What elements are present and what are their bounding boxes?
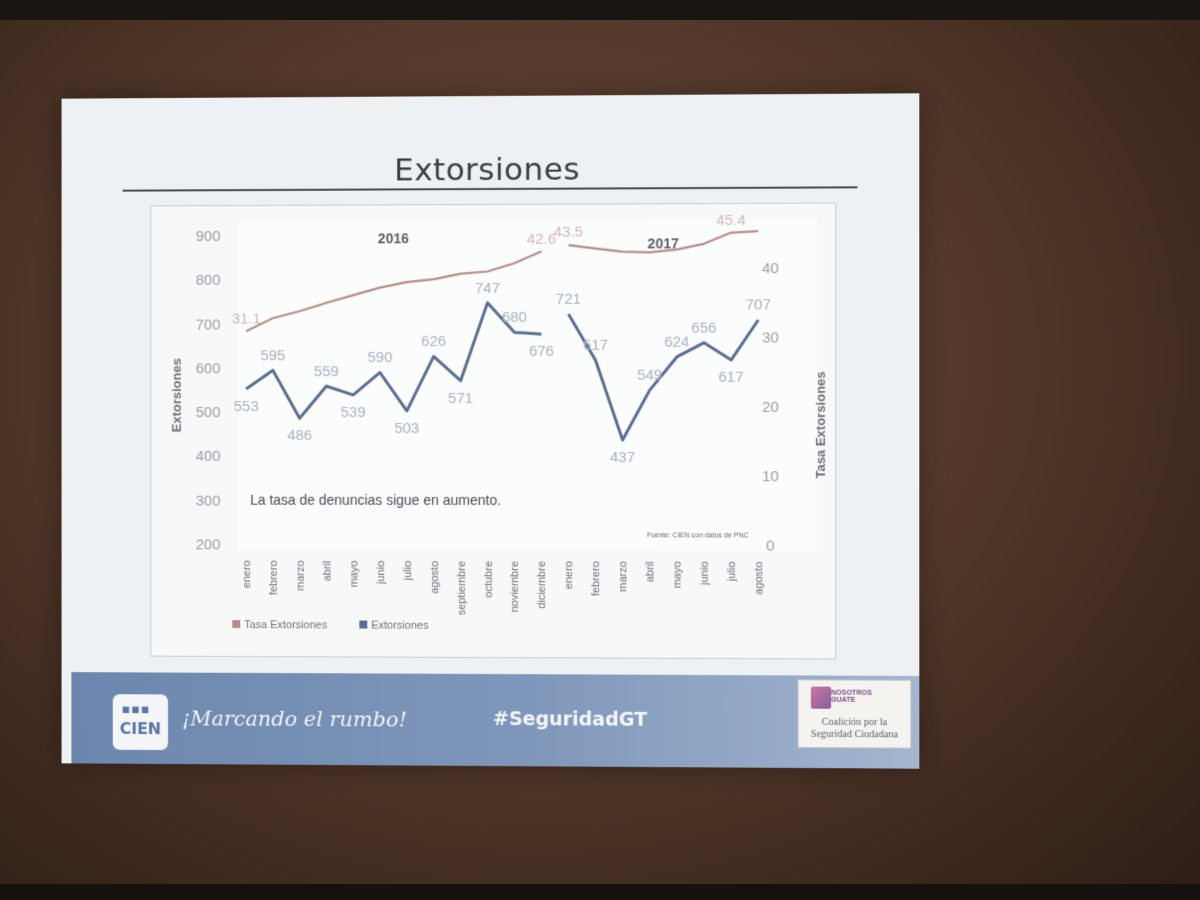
tasa-data-label: 31.1 xyxy=(232,310,261,327)
extorsiones-data-label: 539 xyxy=(341,404,366,421)
source-note: Fuente: CIEN con datos de PNC xyxy=(647,532,749,539)
hashtag: #SeguridadGT xyxy=(493,708,647,731)
chart-frame: 200 300 400 500 600 700 800 900 0 10 20 30 40 Extorsi… xyxy=(150,203,836,660)
extorsiones-data-label: 486 xyxy=(287,427,312,444)
x-category-label: mayo xyxy=(348,561,360,588)
x-category-label: noviembre xyxy=(509,561,521,612)
y-right-tick-label: 0 xyxy=(766,537,774,554)
extorsiones-data-label: 721 xyxy=(556,291,581,308)
x-category-label: junio xyxy=(699,562,711,586)
partner-top-text: NOSOTROS GUATE xyxy=(831,690,872,705)
x-category-label: mayo xyxy=(672,561,684,588)
y-right-tick-label: 10 xyxy=(762,468,779,485)
y-left-tick-label: 900 xyxy=(196,228,221,245)
tasa-data-label: 43.5 xyxy=(554,224,583,241)
partner-name-line1: Coalición por la xyxy=(822,717,887,728)
y-left-tick-label: 600 xyxy=(196,360,221,377)
extorsiones-data-label: 571 xyxy=(448,390,473,407)
logo-text: CIEN xyxy=(113,721,168,737)
extorsiones-data-label: 595 xyxy=(260,347,285,364)
extorsiones-data-label: 656 xyxy=(691,320,716,337)
x-category-label: enero xyxy=(241,560,253,588)
projector-top-edge xyxy=(0,0,1200,20)
extortions-chart: 200 300 400 500 600 700 800 900 0 10 20 30 40 Extorsi… xyxy=(151,204,835,659)
x-category-label: marzo xyxy=(295,561,307,591)
extorsiones-data-label: 676 xyxy=(529,343,554,360)
extorsiones-data-label: 680 xyxy=(502,309,527,326)
extorsiones-data-label: 617 xyxy=(583,337,608,354)
extorsiones-data-label: 626 xyxy=(421,333,446,350)
x-category-label: agosto xyxy=(429,561,441,594)
y-left-tick-label: 800 xyxy=(196,272,221,289)
slide-title: Extorsiones xyxy=(62,150,920,190)
y-left-tick-label: 400 xyxy=(196,448,221,465)
extorsiones-data-label: 707 xyxy=(746,297,771,314)
legend-label-tasa: Tasa Extorsiones xyxy=(244,619,328,631)
x-category-label: agosto xyxy=(753,562,765,595)
x-category-label: julio xyxy=(402,561,414,582)
x-category-label: diciembre xyxy=(536,561,548,609)
x-category-label: abril xyxy=(321,561,333,582)
x-category-label: enero xyxy=(563,561,575,589)
legend-swatch-extorsiones xyxy=(359,621,367,629)
projector-bottom-edge xyxy=(0,884,1200,900)
partner-emblem-icon xyxy=(811,687,831,709)
x-category-label: junio xyxy=(375,561,387,585)
year-label-2016: 2016 xyxy=(378,230,409,246)
extorsiones-data-label: 503 xyxy=(394,420,419,437)
tasa-data-label: 45.4 xyxy=(716,212,745,229)
x-category-label: abril xyxy=(645,561,657,582)
partner-name-line2: Seguridad Ciudadana xyxy=(811,728,898,740)
x-category-label: octubre xyxy=(482,561,494,598)
x-category-label: febrero xyxy=(268,560,280,595)
legend-label-extorsiones: Extorsiones xyxy=(371,620,429,632)
y-right-tick-label: 20 xyxy=(762,399,779,416)
extorsiones-data-label: 549 xyxy=(637,367,662,384)
presentation-slide: Extorsiones 200 300 400 500 600 700 800 900 0 10 2… xyxy=(62,93,920,768)
x-category-label: marzo xyxy=(617,561,629,592)
extorsiones-data-label: 617 xyxy=(718,369,743,386)
tasa-data-label: 42.6 xyxy=(527,230,556,247)
x-category-label: septiembre xyxy=(456,561,468,615)
extorsiones-data-label: 747 xyxy=(475,280,500,297)
slide-footer: ▪▪▪ CIEN ¡Marcando el rumbo! #SeguridadG… xyxy=(71,672,919,769)
extorsiones-data-label: 559 xyxy=(314,363,339,380)
extorsiones-data-label: 590 xyxy=(368,349,393,366)
y-right-tick-label: 40 xyxy=(762,260,779,277)
partner-name: Coalición por la Seguridad Ciudadana xyxy=(799,717,910,741)
cien-logo: ▪▪▪ CIEN xyxy=(113,694,168,750)
extorsiones-data-label: 624 xyxy=(664,334,689,351)
y-left-tick-label: 300 xyxy=(196,492,221,509)
y-left-tick-label: 200 xyxy=(196,536,221,553)
x-category-label: febrero xyxy=(590,561,602,596)
y-left-tick-label: 500 xyxy=(196,404,221,421)
y-left-axis-title: Extorsiones xyxy=(169,358,184,432)
extorsiones-data-label: 437 xyxy=(610,449,635,466)
extorsiones-data-label: 553 xyxy=(234,398,259,415)
y-right-axis-title: Tasa Extorsiones xyxy=(813,371,828,478)
y-left-tick-label: 700 xyxy=(196,316,221,333)
logo-dots-icon: ▪▪▪ xyxy=(122,703,151,716)
legend-swatch-tasa xyxy=(232,620,240,628)
tagline: ¡Marcando el rumbo! xyxy=(182,706,407,731)
partner-logo: NOSOTROS GUATE Coalición por la Segurida… xyxy=(798,679,912,748)
x-category-label: julio xyxy=(726,562,738,583)
chart-annotation: La tasa de denuncias sigue en aumento. xyxy=(250,492,501,508)
y-right-tick-label: 30 xyxy=(762,330,779,347)
